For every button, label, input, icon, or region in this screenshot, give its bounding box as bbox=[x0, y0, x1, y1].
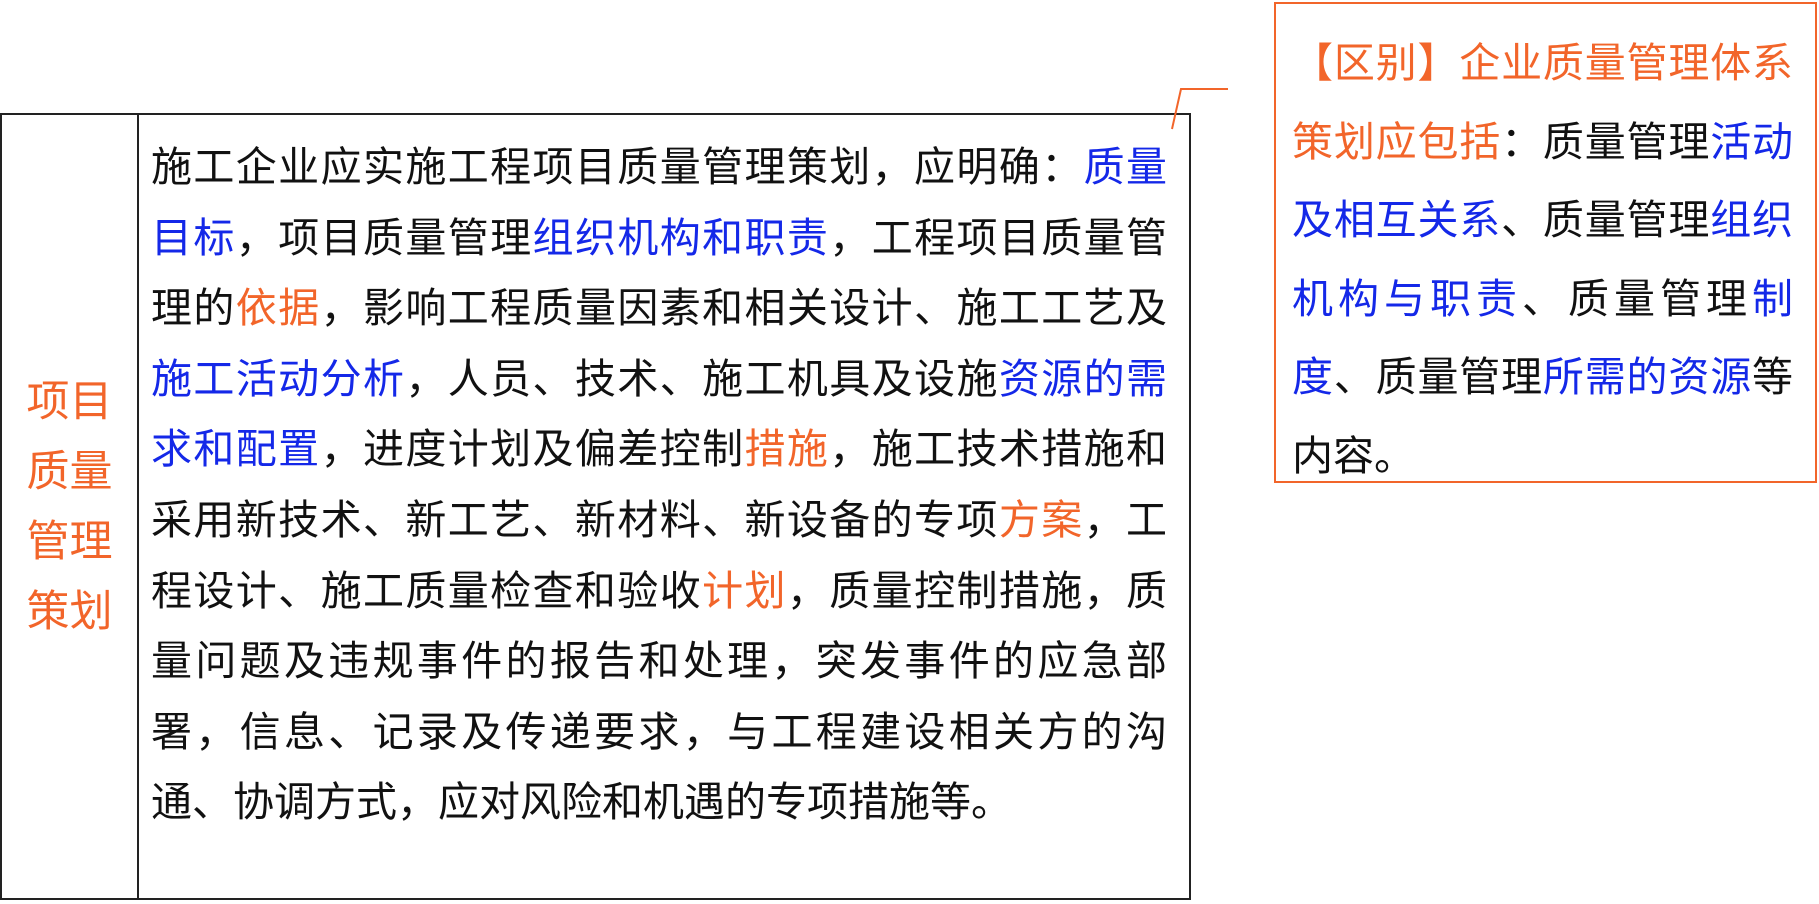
note-segment: 等内容。 bbox=[1292, 353, 1794, 480]
note-highlight-segment: 所需的资源 bbox=[1542, 353, 1753, 401]
content-segment: ，人员、技术、施工机具及设施 bbox=[405, 354, 999, 403]
highlight-segment: 计划 bbox=[702, 566, 787, 615]
note-heading-segment: 【区别】企业质量管理体系策划应包括 bbox=[1292, 39, 1793, 166]
content-segment: ，质量控制措施，质量问题及违规事件的报告和处理，突发事件的应急部署，信息、记录及… bbox=[151, 566, 1168, 827]
highlight-segment: 施工活动分析 bbox=[151, 354, 406, 403]
note-segment: ：质量管理 bbox=[1501, 117, 1711, 166]
note-highlight-segment: 组织机构与职责 bbox=[1292, 196, 1794, 323]
content-segment: ，施工技术措施和采用新技术、新工艺、新材料、新设备的专项 bbox=[151, 425, 1168, 544]
row-label: 项目质量管理策划 bbox=[26, 376, 113, 637]
highlight-segment: 措施 bbox=[744, 425, 830, 474]
note-highlight-segment: 制度 bbox=[1292, 274, 1793, 402]
highlight-segment: 依据 bbox=[235, 284, 321, 333]
highlight-segment: 方案 bbox=[998, 495, 1084, 544]
content-segment: 施工企业应实施工程项目质量管理策划，应明确： bbox=[151, 143, 1084, 191]
note-segment: 、质量管理 bbox=[1501, 196, 1711, 244]
note-highlight-segment: 活动及相互关系 bbox=[1292, 117, 1794, 245]
content-segment: ，工程项目质量管理的 bbox=[151, 213, 1168, 333]
planning-table: 项目质量管理策划 施工企业应实施工程项目质量管理策划，应明确：质量目标，项目质量… bbox=[0, 113, 1191, 900]
highlight-segment: 组织机构和职责 bbox=[532, 213, 830, 262]
content-segment: ，进度计划及偏差控制 bbox=[320, 425, 745, 474]
highlight-segment: 资源的需求和配置 bbox=[151, 354, 1168, 474]
note-segment: 、质量管理 bbox=[1333, 353, 1543, 401]
row-label-cell: 项目质量管理策划 bbox=[2, 115, 139, 898]
callout-connector bbox=[1171, 88, 1228, 130]
note-segment: 、质量管理 bbox=[1522, 274, 1752, 323]
content-segment: ，工程设计、施工质量检查和验收 bbox=[151, 495, 1168, 615]
highlight-segment: 质量目标 bbox=[151, 143, 1168, 262]
content-cell: 施工企业应实施工程项目质量管理策划，应明确：质量目标，项目质量管理组织机构和职责… bbox=[139, 115, 1189, 898]
content-segment: ，影响工程质量因素和相关设计、施工工艺及 bbox=[320, 284, 1168, 333]
content-segment: ，项目质量管理 bbox=[235, 213, 533, 262]
distinction-note-box: 【区别】企业质量管理体系策划应包括：质量管理活动及相互关系、质量管理组织机构与职… bbox=[1274, 2, 1817, 483]
